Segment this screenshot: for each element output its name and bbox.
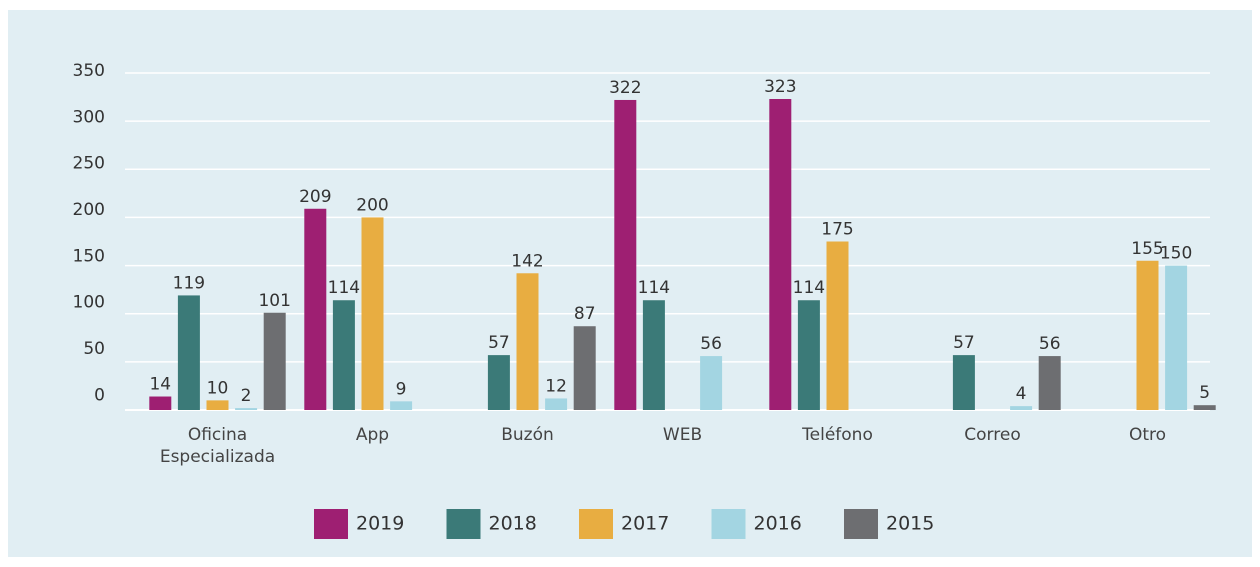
x-tick-label: App (355, 425, 390, 445)
y-tick-label: 0 (94, 385, 105, 405)
value-label: 209 (299, 187, 331, 207)
bar (642, 300, 665, 410)
value-label: 323 (764, 77, 796, 97)
x-tick-label: Otro (1128, 425, 1167, 445)
bar (263, 312, 286, 410)
bar (390, 401, 413, 410)
value-label: 9 (396, 379, 407, 399)
value-label: 10 (207, 378, 229, 398)
value-label: 142 (511, 251, 543, 271)
value-label: 12 (545, 376, 567, 396)
value-label: 57 (488, 333, 510, 353)
value-label: 87 (574, 304, 596, 324)
bar (361, 217, 384, 410)
bar (516, 273, 539, 410)
legend-label: 2016 (754, 513, 802, 535)
legend-label: 2015 (886, 513, 934, 535)
value-label: 119 (173, 273, 205, 293)
value-label: 114 (793, 278, 825, 298)
value-label: 4 (1016, 384, 1027, 404)
x-tick-label: Correo (964, 425, 1021, 445)
legend-label: 2018 (489, 513, 537, 535)
bar (149, 396, 172, 410)
bar (573, 326, 596, 410)
legend-swatch (314, 509, 348, 539)
y-tick-label: 50 (83, 339, 105, 359)
bar (304, 208, 327, 410)
legend-swatch (711, 509, 746, 539)
bar (769, 98, 792, 411)
bar (952, 355, 975, 410)
x-tick-label: WEB (662, 425, 703, 445)
bar (826, 241, 849, 410)
value-label: 322 (609, 78, 641, 98)
bar (177, 295, 200, 410)
y-tick-label: 200 (73, 200, 105, 220)
bar (797, 300, 820, 410)
value-label: 57 (953, 333, 975, 353)
bar (235, 408, 258, 410)
bar (1193, 405, 1216, 410)
legend-label: 2017 (621, 513, 669, 535)
x-tick-label: Oficina Especializada (159, 425, 276, 467)
legend-swatch (446, 509, 481, 539)
value-label: 150 (1160, 244, 1192, 264)
legend-swatch (579, 509, 613, 539)
bar (700, 356, 723, 410)
bar (545, 398, 568, 410)
x-tick-label: Buzón (501, 425, 554, 445)
y-tick-label: 350 (73, 61, 105, 81)
value-label: 14 (149, 375, 171, 395)
bar (1165, 265, 1188, 410)
value-label: 200 (356, 195, 388, 215)
y-tick-label: 300 (73, 107, 105, 127)
value-label: 2 (241, 386, 252, 406)
bar (332, 300, 355, 410)
value-label: 101 (258, 291, 290, 311)
bar (1136, 260, 1159, 410)
y-tick-label: 100 (73, 293, 105, 313)
value-label: 56 (1039, 334, 1061, 354)
bar (614, 99, 637, 411)
legend-label: 2019 (356, 513, 404, 535)
bar (206, 400, 229, 410)
bar (1038, 356, 1061, 410)
value-label: 56 (700, 334, 722, 354)
y-tick-label: 250 (73, 154, 105, 174)
value-label: 5 (1199, 383, 1210, 403)
bar (487, 355, 510, 410)
bar (1010, 406, 1033, 410)
value-label: 155 (1131, 239, 1163, 259)
x-tick-label: Teléfono (802, 425, 873, 445)
value-label: 114 (638, 278, 670, 298)
legend-swatch (844, 509, 878, 539)
value-label: 114 (328, 278, 360, 298)
y-tick-label: 150 (73, 246, 105, 266)
value-label: 175 (821, 220, 853, 240)
